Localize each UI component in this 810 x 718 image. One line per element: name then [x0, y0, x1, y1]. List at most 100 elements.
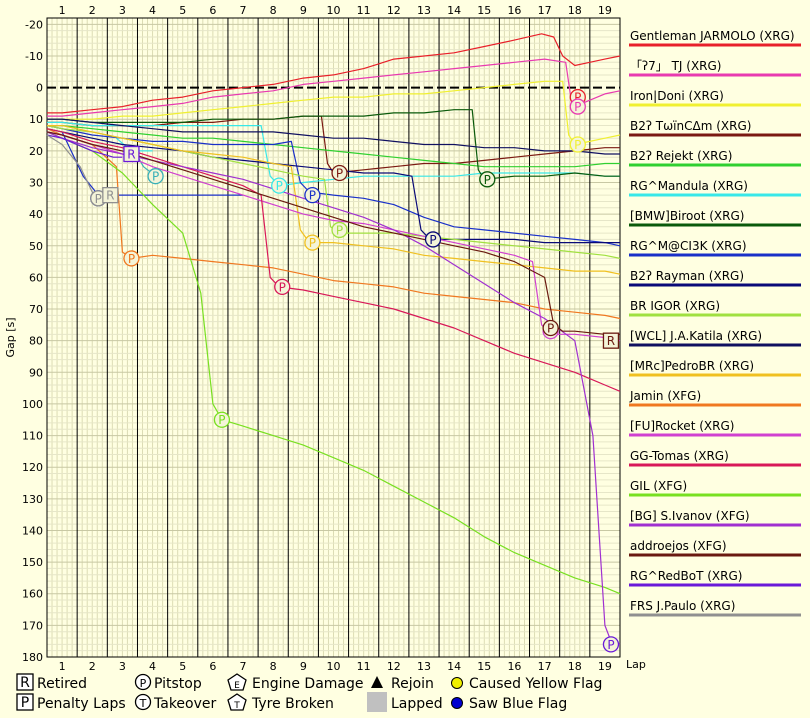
- y-tick-label: 70: [29, 303, 43, 316]
- series-line: [46, 128, 621, 392]
- key-takeover: T Takeover: [134, 693, 216, 712]
- x-tick-label: 6: [209, 660, 216, 673]
- pitstop-marker-letter: P: [574, 138, 581, 152]
- pitstop-marker: [331, 164, 348, 182]
- series-line: [47, 109, 620, 180]
- x-tick-label-top: 18: [568, 4, 582, 17]
- x-tick-label: 5: [179, 660, 186, 673]
- retired-marker-letter: R: [607, 334, 615, 348]
- x-tick-label-top: 5: [179, 4, 186, 17]
- pitstop-marker: [271, 177, 288, 194]
- legend-entry-label: [WCL] J.A.Katila (XRG): [630, 329, 762, 343]
- rejoin-label: Rejoin: [391, 676, 434, 692]
- legend-entry-swatch: [629, 343, 801, 347]
- key-tyre: T Tyre Broken: [227, 693, 334, 712]
- x-tick-label: 15: [477, 660, 491, 673]
- key-yellow: Caused Yellow Flag: [451, 676, 602, 692]
- pitstop-marker: [147, 168, 164, 185]
- symbol-key: R Retired P Penalty Laps P Pitstop T Tak…: [16, 673, 602, 712]
- series-line: [47, 80, 621, 146]
- engine-damage-symbol: [227, 673, 247, 691]
- plot-frame: [46, 17, 621, 658]
- legend-entry-label: Iron|Doni (XRG): [630, 89, 724, 103]
- pitstop-marker-letter: P: [218, 413, 225, 427]
- blue-flag-label: Saw Blue Flag: [469, 696, 567, 712]
- key-penalty: P Penalty Laps: [16, 693, 126, 712]
- legend-entry-label: FRS J.Paulo (XRG): [630, 599, 735, 613]
- penalty-label: Penalty Laps: [37, 696, 126, 712]
- series-line: [47, 33, 621, 114]
- retired-marker-letter: R: [127, 148, 135, 162]
- y-tick-label: 20: [29, 145, 43, 158]
- pitstop-marker: [331, 221, 348, 239]
- legend-entry-swatch: [629, 43, 801, 47]
- tyre-broken-label: Tyre Broken: [251, 696, 334, 712]
- pitstop-marker: [602, 636, 620, 653]
- lapped-swatch: [367, 692, 387, 712]
- x-tick-label: 1: [59, 660, 66, 673]
- legend-entry-label: BR IGOR (XRG): [630, 299, 720, 313]
- pitstop-marker-letter: P: [547, 322, 554, 336]
- retired-marker: [602, 332, 620, 349]
- series-line: [46, 131, 621, 645]
- pitstop-marker: [123, 250, 140, 267]
- x-tick-label-top: 12: [387, 4, 401, 17]
- legend-entry-swatch: [629, 283, 801, 287]
- legend-entry-swatch: [629, 553, 801, 557]
- pitstop-symbol-letter: P: [140, 677, 147, 690]
- lapped-label: Lapped: [391, 696, 443, 712]
- legend-entry-label: [BG] S.Ivanov (XFG): [630, 509, 750, 523]
- legend-entry-label: [BMW]Biroot (XRG): [630, 209, 744, 223]
- x-tick-label: 17: [538, 660, 552, 673]
- y-tick-label: 120: [22, 461, 43, 474]
- legend-entry-label: Gentleman JARMOLO (XRG): [630, 29, 795, 43]
- series-line: [46, 134, 123, 158]
- x-tick-label: 2: [89, 660, 96, 673]
- pitstop-marker-letter: P: [607, 638, 614, 652]
- x-tick-label-top: 14: [447, 4, 461, 17]
- x-tick-label: 9: [300, 660, 307, 673]
- series-line: [46, 128, 621, 320]
- y-tick-label: 30: [29, 176, 43, 189]
- y-tick-label: 160: [22, 588, 43, 601]
- retired-marker-letter: R: [106, 189, 114, 203]
- y-tick-label: 90: [29, 366, 43, 379]
- x-tick-label-top: 2: [89, 4, 96, 17]
- pitstop-marker-letter: P: [574, 100, 581, 114]
- legend-entry-label: B2ʔ Rejekt (XRG): [630, 149, 732, 163]
- legend-entry-swatch: [629, 613, 801, 617]
- legend-entry-swatch: [629, 493, 801, 497]
- x-tick-label: 14: [447, 660, 461, 673]
- x-tick-label-top: 19: [598, 4, 612, 17]
- y-tick-label: 80: [29, 335, 43, 348]
- key-blue: Saw Blue Flag: [451, 696, 567, 712]
- pitstop-marker: [569, 98, 586, 115]
- pitstop-marker: [569, 136, 586, 153]
- retired-marker: [102, 186, 119, 204]
- yellow-flag-dot: [451, 677, 463, 689]
- legend-entry-label: RG^RedBoT (XRG): [630, 569, 742, 583]
- rejoin-triangle-icon: [371, 676, 383, 688]
- series-line: [47, 118, 620, 155]
- tyre-broken-symbol: [227, 693, 247, 711]
- x-tick-label: 8: [270, 660, 277, 673]
- yellow-flag-label: Caused Yellow Flag: [469, 676, 602, 692]
- legend-entry-swatch: [629, 313, 801, 317]
- takeover-label: Takeover: [153, 696, 216, 712]
- legend-entry-label: GG-Tomas (XRG): [630, 449, 729, 463]
- pitstop-marker: [479, 171, 496, 188]
- legend-entry-swatch: [629, 193, 801, 197]
- x-tick-label: 19: [598, 660, 612, 673]
- pitstop-marker-letter: P: [128, 252, 135, 266]
- legend-entry-label: 「ʔ7」 TJ (XRG): [630, 59, 721, 73]
- x-tick-label-top: 9: [300, 4, 307, 17]
- x-tick-label-top: 10: [327, 4, 341, 17]
- legend-entry-swatch: [629, 583, 801, 587]
- x-tick-label: 18: [568, 660, 582, 673]
- pitstop-label: Pitstop: [154, 676, 202, 692]
- y-tick-label: 0: [36, 82, 43, 95]
- legend-entry-swatch: [629, 133, 801, 137]
- legend-entry-label: B2ʔ TωïnCΔm (XRG): [630, 119, 751, 133]
- penalty-symbol: [16, 693, 34, 711]
- x-tick-label-top: 7: [240, 4, 247, 17]
